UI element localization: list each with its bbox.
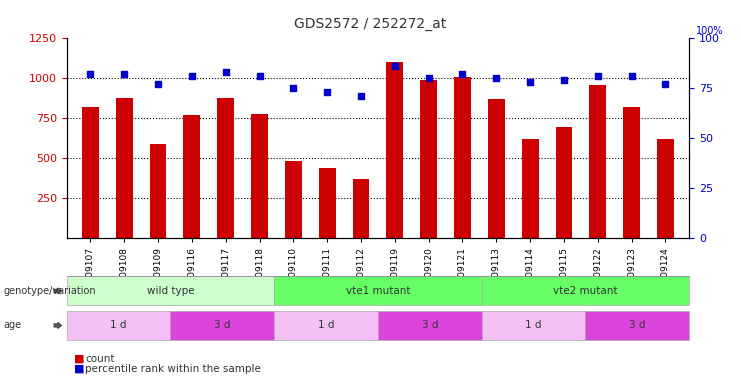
Text: age: age bbox=[4, 320, 21, 331]
Bar bbox=[420, 80, 437, 238]
Bar bbox=[657, 139, 674, 238]
Bar bbox=[623, 107, 640, 238]
Point bbox=[253, 73, 265, 79]
Point bbox=[322, 89, 333, 95]
Text: GDS2572 / 252272_at: GDS2572 / 252272_at bbox=[294, 17, 447, 31]
Text: 3 d: 3 d bbox=[422, 320, 438, 331]
Point bbox=[288, 85, 299, 91]
Bar bbox=[116, 98, 133, 238]
Text: wild type: wild type bbox=[147, 286, 194, 296]
Text: 1 d: 1 d bbox=[525, 320, 542, 331]
Point bbox=[355, 93, 367, 99]
Bar bbox=[82, 107, 99, 238]
Bar bbox=[285, 161, 302, 238]
Bar bbox=[217, 98, 234, 238]
Bar bbox=[150, 144, 167, 238]
Point bbox=[659, 81, 671, 88]
Bar bbox=[319, 168, 336, 238]
Point bbox=[524, 79, 536, 85]
Text: vte1 mutant: vte1 mutant bbox=[345, 286, 411, 296]
Text: ■: ■ bbox=[74, 354, 84, 364]
Bar bbox=[353, 179, 370, 238]
Bar bbox=[488, 99, 505, 238]
Bar bbox=[184, 115, 200, 238]
Text: ■: ■ bbox=[74, 364, 84, 374]
Text: vte2 mutant: vte2 mutant bbox=[553, 286, 618, 296]
Point bbox=[625, 73, 637, 79]
Bar bbox=[556, 127, 573, 238]
Point bbox=[119, 71, 130, 78]
Point bbox=[456, 71, 468, 78]
Point bbox=[389, 63, 401, 70]
Point bbox=[558, 77, 570, 83]
Text: 3 d: 3 d bbox=[214, 320, 230, 331]
Text: count: count bbox=[85, 354, 115, 364]
Bar bbox=[589, 85, 606, 238]
Bar bbox=[454, 77, 471, 238]
Bar bbox=[386, 62, 403, 238]
Point bbox=[220, 69, 232, 75]
Bar bbox=[522, 139, 539, 238]
Text: 3 d: 3 d bbox=[629, 320, 645, 331]
Text: 100%: 100% bbox=[696, 26, 723, 36]
Bar bbox=[251, 114, 268, 238]
Text: percentile rank within the sample: percentile rank within the sample bbox=[85, 364, 261, 374]
Text: 1 d: 1 d bbox=[318, 320, 334, 331]
Point bbox=[422, 75, 434, 81]
Text: genotype/variation: genotype/variation bbox=[4, 286, 96, 296]
Point bbox=[491, 75, 502, 81]
Text: 1 d: 1 d bbox=[110, 320, 127, 331]
Point bbox=[592, 73, 604, 79]
Point bbox=[84, 71, 96, 78]
Point bbox=[186, 73, 198, 79]
Point bbox=[152, 81, 164, 88]
